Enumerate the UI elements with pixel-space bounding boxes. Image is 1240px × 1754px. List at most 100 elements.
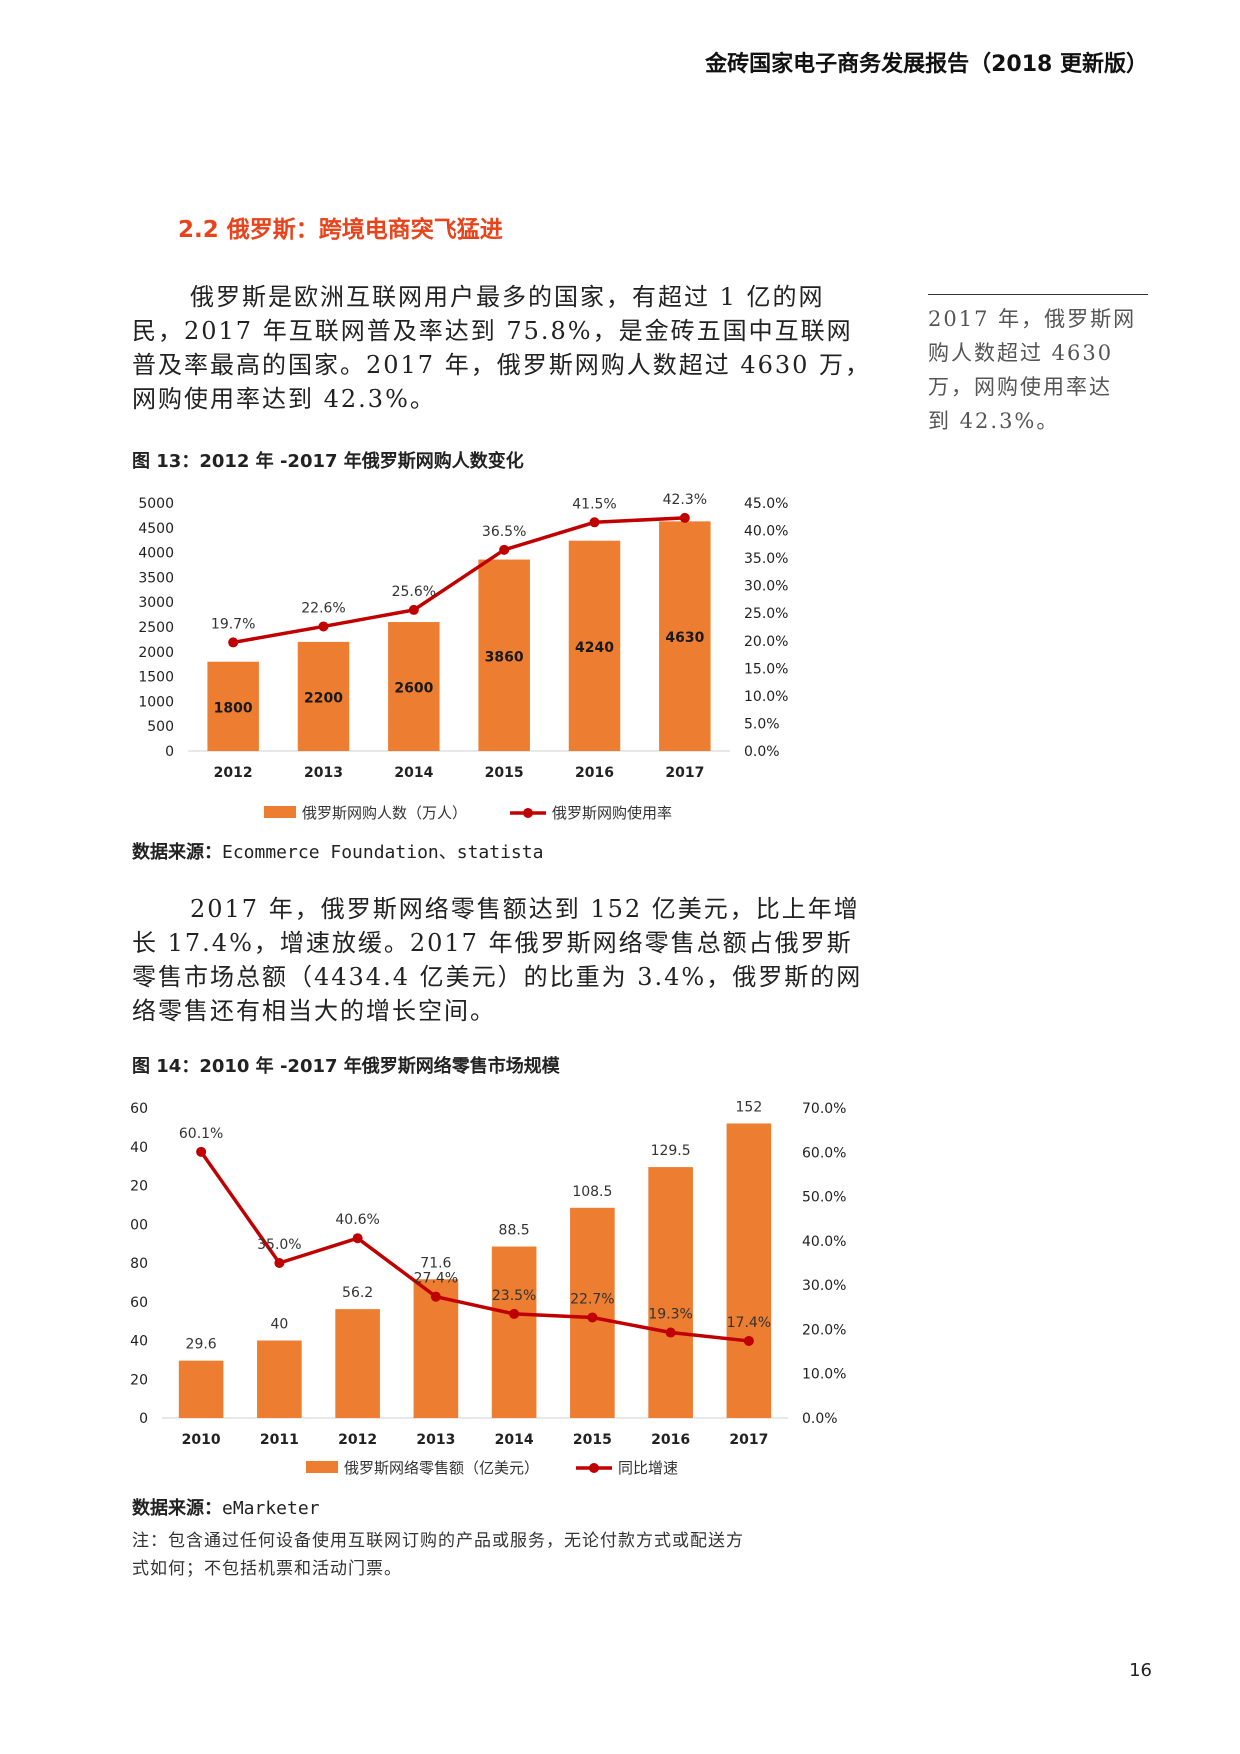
figure-13-caption: 图 13：2012 年 -2017 年俄罗斯网购人数变化 [132, 451, 524, 472]
bar-value-label: 152 [736, 1100, 763, 1116]
bar-value-label: 108.5 [572, 1184, 612, 1200]
bar [257, 1340, 302, 1418]
legend-line-marker [523, 808, 533, 818]
bar-value-label: 129.5 [651, 1143, 691, 1159]
paragraph-line: 网购使用率达到 42.3%。 [132, 385, 436, 413]
source-label: 数据来源： [132, 1498, 222, 1519]
x-tick-label: 2017 [729, 1432, 768, 1448]
paragraph-line: 2017 年，俄罗斯网络零售额达到 152 亿美元，比上年增 [190, 895, 860, 923]
bar [335, 1309, 380, 1418]
x-tick-label: 2013 [304, 765, 343, 781]
y-tick-label: 2000 [138, 645, 174, 661]
legend-bar-label: 俄罗斯网络零售额（亿美元） [344, 1459, 539, 1477]
line-point [665, 1327, 676, 1338]
legend-bar-swatch [264, 806, 296, 818]
x-tick-label: 2012 [214, 765, 253, 781]
line-value-label: 22.6% [301, 600, 345, 616]
line-series [199, 1150, 750, 1343]
line-value-label: 42.3% [663, 492, 707, 508]
y-tick-label: 3500 [138, 570, 174, 586]
y2-tick-label: 10.0% [802, 1367, 846, 1383]
y2-tick-label: 15.0% [744, 661, 788, 677]
y2-tick-label: 0.0% [802, 1411, 838, 1427]
paragraph-line: 普及率最高的国家。2017 年，俄罗斯网购人数超过 4630 万， [132, 351, 872, 379]
y-tick-label: 5000 [138, 496, 174, 512]
bar [413, 1279, 459, 1418]
x-tick-label: 2011 [260, 1432, 299, 1448]
x-tick-label: 2015 [573, 1432, 612, 1448]
figure-14-caption: 图 14：2010 年 -2017 年俄罗斯网络零售市场规模 [132, 1056, 560, 1077]
bar [491, 1246, 537, 1418]
paragraph-line: 俄罗斯是欧洲互联网用户最多的国家，有超过 1 亿的网 [190, 283, 825, 311]
x-tick-label: 2015 [485, 765, 524, 781]
bar-value-label: 4630 [665, 630, 704, 646]
line-point [430, 1291, 441, 1302]
line-point [352, 1233, 363, 1244]
sidenote: 2017 年，俄罗斯网 购人数超过 4630 万，网购使用率达 到 42.3%。 [928, 302, 1158, 438]
bar-value-label: 1800 [214, 700, 253, 716]
paragraph-2: 2017 年，俄罗斯网络零售额达到 152 亿美元，比上年增 长 17.4%，增… [132, 892, 862, 1028]
legend-bar-label: 俄罗斯网购人数（万人） [302, 804, 467, 822]
bar-value-label: 29.6 [186, 1337, 217, 1353]
bar [726, 1123, 772, 1418]
y-tick-label: 80 [130, 1256, 148, 1272]
paragraph-line: 络零售还有相当大的增长空间。 [132, 997, 496, 1025]
bar-value-label: 3860 [485, 649, 524, 665]
bar [178, 1360, 224, 1418]
y-tick-label: 3000 [138, 595, 174, 611]
source-text: Ecommerce Foundation、statista [222, 842, 544, 863]
paragraph-1: 俄罗斯是欧洲互联网用户最多的国家，有超过 1 亿的网 民，2017 年互联网普及… [132, 280, 871, 416]
bar [207, 661, 259, 751]
x-tick-label: 2010 [182, 1432, 221, 1448]
source-text: eMarketer [222, 1498, 320, 1519]
paragraph-line: 长 17.4%，增速放缓。2017 年俄罗斯网络零售总额占俄罗斯 [132, 929, 853, 957]
section-title: 2.2 俄罗斯：跨境电商突飞猛进 [178, 217, 503, 243]
line-point [587, 1312, 598, 1323]
line-point [679, 512, 690, 523]
bar [568, 540, 621, 751]
line-point [196, 1146, 207, 1157]
bar-value-label: 88.5 [499, 1223, 530, 1239]
y2-tick-label: 40.0% [802, 1234, 846, 1250]
y2-tick-label: 70.0% [802, 1101, 846, 1117]
line-point [743, 1335, 754, 1346]
y-tick-label: 2500 [138, 620, 174, 636]
bar [388, 622, 440, 751]
y-tick-label: 160 [130, 1101, 148, 1117]
line-value-label: 19.7% [211, 616, 255, 632]
y-tick-label: 4000 [138, 546, 174, 562]
y-tick-label: 1000 [138, 694, 174, 710]
bar-value-label: 2200 [304, 690, 343, 706]
y-tick-label: 500 [147, 719, 174, 735]
line-point [274, 1258, 285, 1268]
line-series [232, 516, 685, 645]
legend-bar-swatch [306, 1461, 338, 1473]
y2-tick-label: 60.0% [802, 1145, 846, 1161]
line-point [589, 517, 600, 528]
figure-13-chart: 0 500 1000 1500 2000 2500 3000 3500 4000 4500 5000… [138, 492, 788, 822]
line-value-label: 19.3% [648, 1307, 692, 1323]
y2-tick-label: 40.0% [744, 524, 788, 540]
x-tick-label: 2016 [651, 1432, 690, 1448]
y2-tick-label: 5.0% [744, 716, 780, 732]
y-tick-label: 4500 [138, 521, 174, 537]
page-number: 16 [1129, 1660, 1152, 1681]
y-tick-label: 1500 [138, 670, 174, 686]
note-line: 式如何；不包括机票和活动门票。 [132, 1559, 402, 1579]
bar [648, 1167, 693, 1418]
y2-tick-label: 20.0% [802, 1322, 846, 1338]
y-tick-label: 40 [130, 1334, 148, 1350]
sidenote-line: 2017 年，俄罗斯网 [928, 307, 1137, 331]
bar [659, 521, 711, 751]
note-line: 注：包含通过任何设备使用互联网订购的产品或服务，无论付款方式或配送方 [132, 1531, 744, 1551]
report-header-title: 金砖国家电子商务发展报告（2018 更新版） [705, 52, 1148, 77]
line-value-label: 17.4% [727, 1315, 771, 1331]
line-point [318, 621, 329, 632]
sidenote-divider [928, 294, 1148, 295]
line-value-label: 35.0% [257, 1237, 301, 1253]
y2-tick-label: 45.0% [744, 496, 788, 512]
line-value-label: 36.5% [482, 524, 526, 540]
paragraph-line: 零售市场总额（4434.4 亿美元）的比重为 3.4%，俄罗斯的网 [132, 963, 863, 991]
y2-tick-label: 0.0% [744, 744, 780, 760]
figure-14-source: 数据来源：eMarketer [132, 1494, 320, 1520]
